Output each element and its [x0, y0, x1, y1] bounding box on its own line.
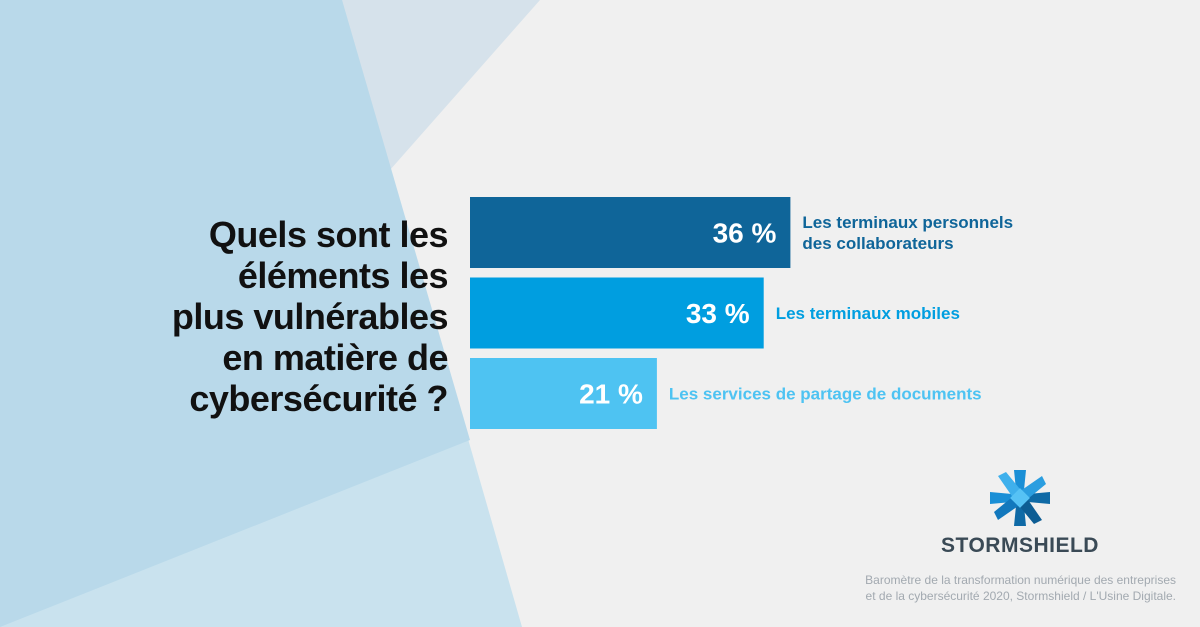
stormshield-logo: STORMSHIELD: [930, 468, 1110, 558]
bar-value-label: 21 %: [579, 379, 643, 410]
bg-grey-panel: [340, 0, 540, 170]
category-label-line: Les terminaux mobiles: [776, 304, 960, 323]
category-label: Les terminaux mobiles: [776, 304, 960, 323]
bar: [470, 358, 657, 429]
category-label: Les terminaux personnels des collaborateu…: [802, 213, 1013, 253]
question-line: éléments les: [237, 255, 449, 296]
source-line: et de la cybersécurité 2020, Stormshield…: [865, 589, 1176, 603]
question-line: en matière de: [222, 337, 448, 378]
stormshield-star-icon: [990, 470, 1050, 526]
source-line: Baromètre de la transformation numérique…: [865, 573, 1176, 587]
question-line: cybersécurité ?: [189, 378, 448, 419]
bar: [470, 277, 764, 349]
bar-value-label: 33 %: [686, 298, 750, 329]
category-label: Les services de partage de documents: [669, 385, 982, 404]
category-label-line: Les terminaux personnels: [802, 213, 1013, 232]
bar: [470, 197, 791, 268]
logo-wordmark: STORMSHIELD: [941, 534, 1099, 557]
category-label-line: des collaborateurs: [802, 234, 953, 253]
question-line: Quels sont les: [208, 214, 449, 255]
category-label-line: Les services de partage de documents: [669, 385, 982, 404]
source-note: Baromètre de la transformation numérique…: [865, 572, 1176, 604]
question-line: plus vulnérables: [171, 296, 449, 337]
bg-mid-panel: [0, 0, 470, 627]
question-title: Quels sont les éléments les plus vulnéra…: [171, 214, 449, 419]
bar-value-label: 36 %: [713, 218, 777, 249]
